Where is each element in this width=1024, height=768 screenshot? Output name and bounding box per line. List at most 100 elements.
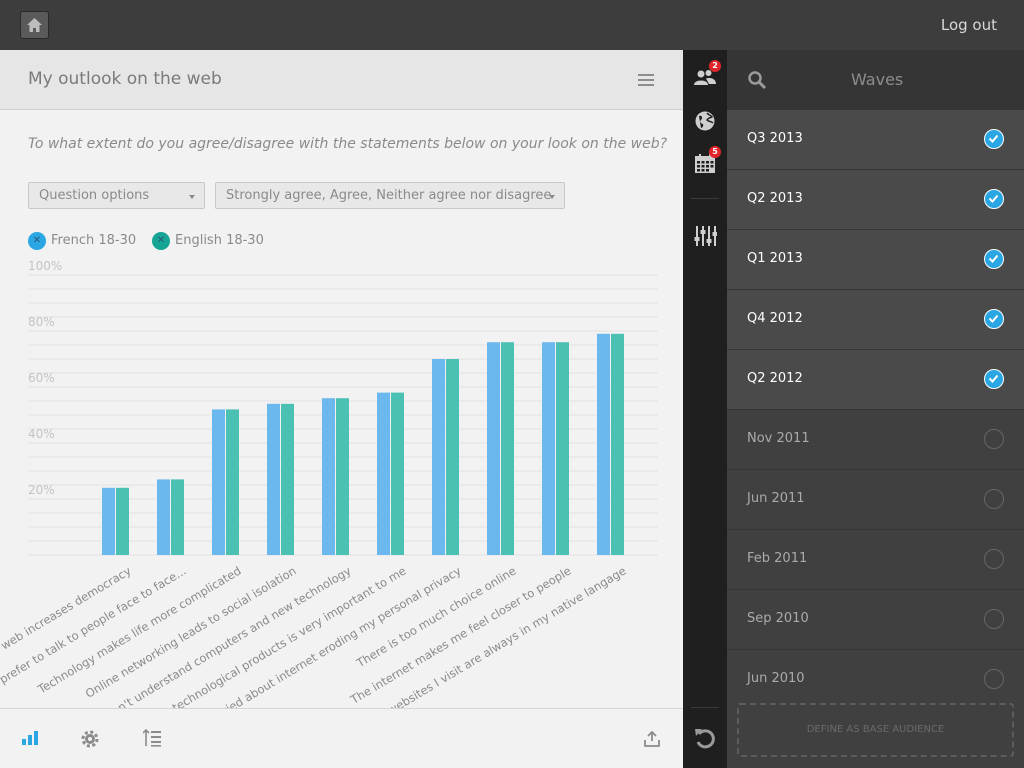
y-tick-label: 60% [28, 371, 55, 385]
bar[interactable] [391, 392, 404, 555]
bar[interactable] [432, 359, 445, 555]
answer-filter-select[interactable]: Strongly agree, Agree, Neither agree nor… [215, 182, 565, 209]
bar[interactable] [611, 333, 624, 555]
bar[interactable] [212, 409, 225, 555]
wave-label: Jun 2010 [747, 671, 805, 686]
wave-checkbox[interactable] [984, 189, 1004, 209]
wave-checkbox[interactable] [984, 369, 1004, 389]
legend-label: French 18-30 [51, 233, 137, 248]
bar[interactable] [446, 359, 459, 555]
panel-footer [0, 708, 683, 768]
wave-checkbox[interactable] [984, 609, 1004, 629]
hamburger-icon[interactable] [638, 74, 654, 86]
wave-label: Q2 2013 [747, 191, 803, 206]
calendar-icon [695, 154, 715, 173]
bar-chart-icon[interactable] [21, 730, 39, 746]
question-text: To what extent do you agree/disagree wit… [28, 136, 668, 152]
logout-link[interactable]: Log out [940, 16, 997, 34]
waves-panel: Waves Q3 2013 Q2 2013 Q1 2013 Q4 2012 Q2 201… [727, 50, 1024, 768]
bar[interactable] [281, 403, 294, 555]
close-icon[interactable]: ✕ [152, 232, 170, 250]
wave-checkbox[interactable] [984, 489, 1004, 509]
top-bar: Log out [0, 0, 1024, 50]
bar[interactable] [171, 479, 184, 555]
wave-item[interactable]: Q1 2013 [727, 230, 1024, 290]
gear-icon[interactable] [80, 729, 100, 749]
wave-label: Nov 2011 [747, 431, 810, 446]
upload-icon[interactable] [643, 730, 661, 748]
wave-item[interactable]: Q4 2012 [727, 290, 1024, 350]
question-options-label: Question options [39, 188, 150, 203]
bar[interactable] [336, 398, 349, 555]
rail-divider [691, 198, 719, 199]
wave-checkbox[interactable] [984, 249, 1004, 269]
search-icon[interactable] [747, 70, 767, 90]
wave-item[interactable]: Feb 2011 [727, 530, 1024, 590]
bar[interactable] [597, 333, 610, 555]
wave-label: Q3 2013 [747, 131, 803, 146]
waves-list: Q3 2013 Q2 2013 Q1 2013 Q4 2012 Q2 2012 Nov 2… [727, 110, 1024, 692]
filters-button[interactable] [693, 224, 718, 248]
waves-header: Waves [727, 50, 1024, 110]
bar[interactable] [487, 342, 500, 555]
wave-item[interactable]: Jun 2011 [727, 470, 1024, 530]
wave-item[interactable]: Q3 2013 [727, 110, 1024, 170]
wave-item[interactable]: Q2 2013 [727, 170, 1024, 230]
chevron-down-icon [549, 195, 555, 199]
bar[interactable] [322, 398, 335, 555]
wave-label: Q1 2013 [747, 251, 803, 266]
bar[interactable] [226, 409, 239, 555]
calendar-button[interactable]: 5 [693, 146, 721, 176]
home-icon [27, 18, 42, 32]
icon-rail: 2 5 [683, 50, 727, 768]
calendar-badge: 5 [709, 146, 721, 158]
home-button[interactable] [20, 11, 49, 39]
page-title: My outlook on the web [28, 69, 222, 89]
undo-icon [695, 729, 715, 749]
define-base-audience-button[interactable]: DEFINE AS BASE AUDIENCE [737, 703, 1014, 757]
y-tick-label: 100% [28, 260, 62, 273]
bar[interactable] [501, 342, 514, 555]
globe-icon [695, 111, 715, 131]
sort-list-icon[interactable] [143, 729, 163, 747]
question-options-select[interactable]: Question options [28, 182, 205, 209]
wave-item[interactable]: Nov 2011 [727, 410, 1024, 470]
close-icon[interactable]: ✕ [28, 232, 46, 250]
sliders-icon [694, 226, 718, 246]
y-tick-label: 80% [28, 315, 55, 329]
wave-label: Q4 2012 [747, 311, 803, 326]
people-icon [694, 70, 716, 85]
y-tick-label: 20% [28, 483, 55, 497]
wave-checkbox[interactable] [984, 669, 1004, 689]
panel-header: My outlook on the web [0, 50, 683, 110]
bar[interactable] [556, 342, 569, 555]
wave-item[interactable]: Jun 2010 [727, 650, 1024, 692]
globe-button[interactable] [693, 109, 717, 133]
wave-checkbox[interactable] [984, 129, 1004, 149]
bar[interactable] [116, 487, 129, 555]
bar[interactable] [157, 479, 170, 555]
legend-label: English 18-30 [175, 233, 264, 248]
chevron-down-icon [189, 195, 195, 199]
audience-button[interactable]: 2 [693, 60, 721, 90]
wave-label: Feb 2011 [747, 551, 808, 566]
waves-title: Waves [851, 70, 904, 89]
bar-chart: 20%40%60%80%100%The web increases democr… [0, 260, 658, 708]
bar[interactable] [377, 392, 390, 555]
wave-label: Jun 2011 [747, 491, 805, 506]
bar[interactable] [542, 342, 555, 555]
bar[interactable] [267, 403, 280, 555]
wave-checkbox[interactable] [984, 549, 1004, 569]
y-tick-label: 40% [28, 427, 55, 441]
bar[interactable] [102, 487, 115, 555]
outlook-panel: My outlook on the web To what extent do … [0, 50, 683, 768]
wave-label: Q2 2012 [747, 371, 803, 386]
wave-checkbox[interactable] [984, 429, 1004, 449]
wave-item[interactable]: Q2 2012 [727, 350, 1024, 410]
audience-badge: 2 [709, 60, 721, 72]
undo-button[interactable] [693, 726, 717, 750]
answer-filter-label: Strongly agree, Agree, Neither agree nor… [226, 188, 552, 203]
wave-checkbox[interactable] [984, 309, 1004, 329]
wave-item[interactable]: Sep 2010 [727, 590, 1024, 650]
wave-label: Sep 2010 [747, 611, 809, 626]
